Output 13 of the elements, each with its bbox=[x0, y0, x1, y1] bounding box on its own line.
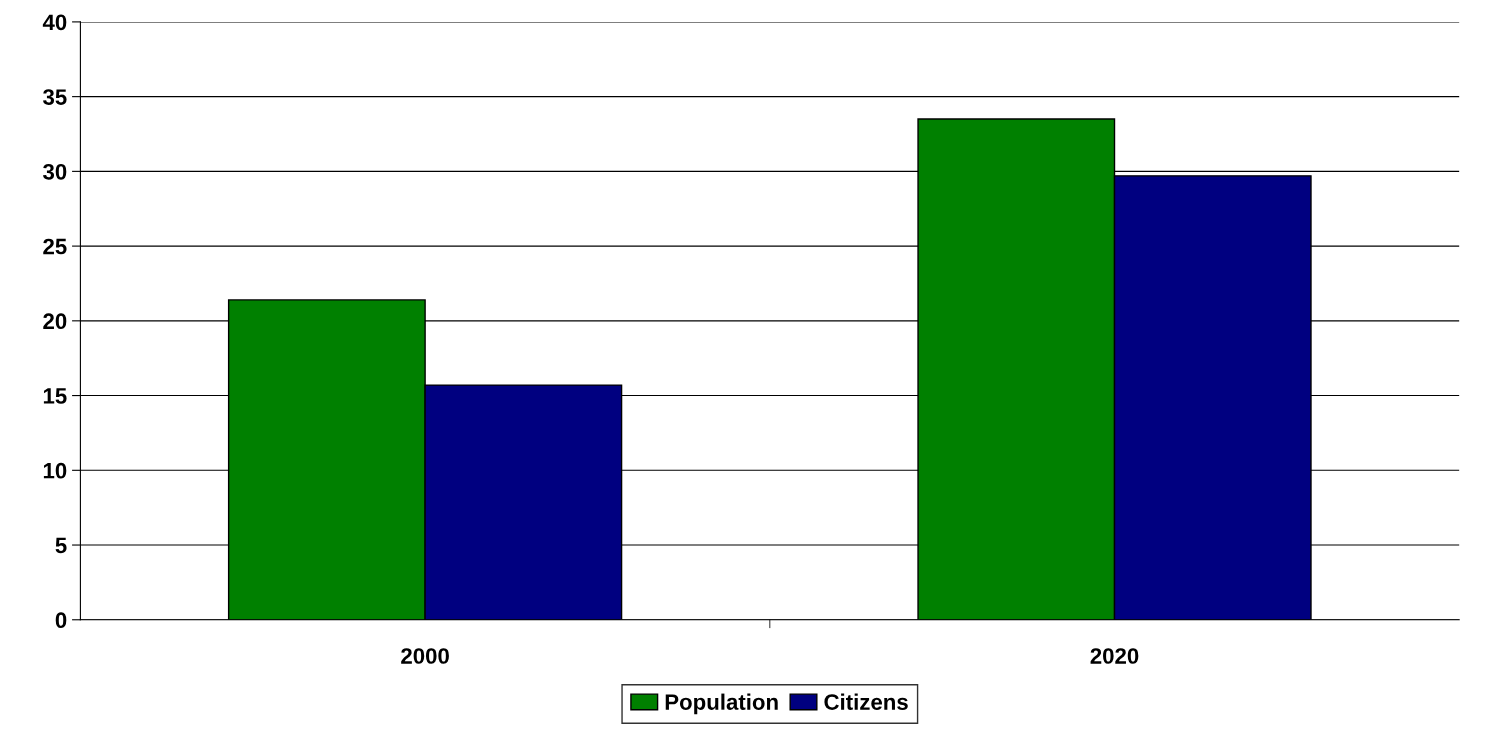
y-tick-label: 20 bbox=[43, 313, 67, 330]
y-tick-label: 15 bbox=[43, 388, 67, 404]
y-tick-label: 25 bbox=[43, 238, 67, 255]
legend-label: Population bbox=[665, 693, 778, 715]
y-tick-label: 30 bbox=[43, 163, 67, 180]
y-tick-label: 5 bbox=[55, 537, 67, 554]
y-tick-label: 40 bbox=[42, 14, 67, 31]
x-tick-label: 2000 bbox=[401, 648, 449, 664]
y-tick-label: 35 bbox=[43, 89, 67, 105]
legend-label: Citizens bbox=[824, 693, 908, 710]
y-tick-label: 0 bbox=[55, 612, 67, 629]
y-tick-label: 10 bbox=[43, 462, 67, 479]
x-tick-label: 2020 bbox=[1090, 648, 1139, 664]
